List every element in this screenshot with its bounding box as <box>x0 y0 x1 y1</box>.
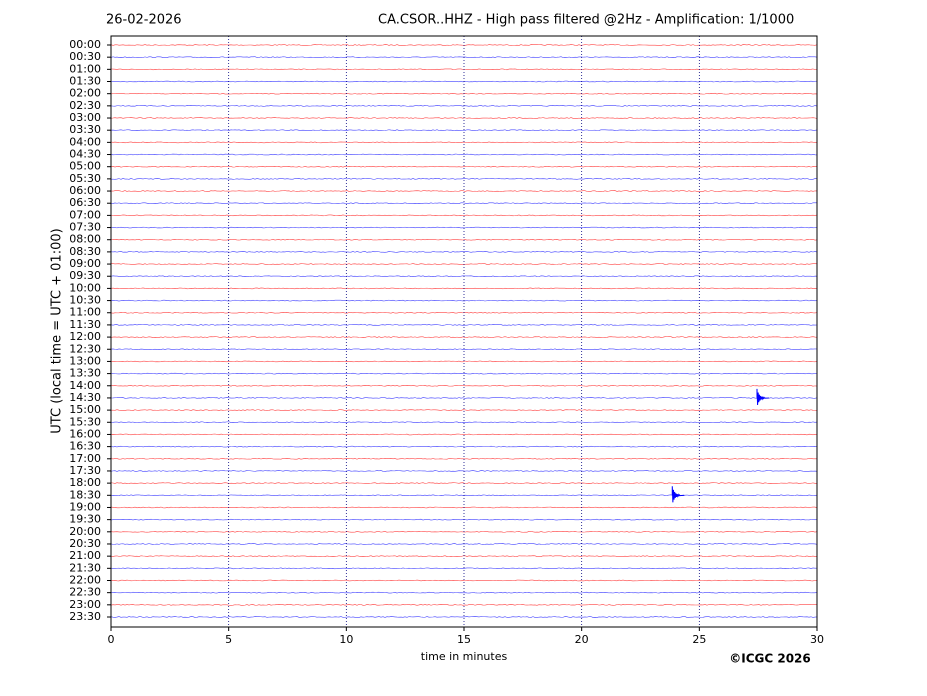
y-tick-label: 08:30 <box>69 245 101 258</box>
y-tick-label: 13:30 <box>69 367 101 380</box>
date: 26-02-2026 <box>106 13 182 28</box>
x-tick-label: 10 <box>339 633 353 646</box>
trace <box>110 129 818 131</box>
y-tick-label: 00:00 <box>69 38 101 51</box>
trace <box>110 567 818 570</box>
y-tick-label: 00:30 <box>69 50 101 63</box>
trace <box>110 214 818 217</box>
y-tick-label: 06:00 <box>69 184 101 197</box>
y-tick-label: 21:30 <box>69 561 101 574</box>
trace <box>110 421 818 424</box>
y-tick-label: 18:30 <box>69 488 101 501</box>
y-tick-label: 12:00 <box>69 330 101 343</box>
y-tick-label: 08:00 <box>69 233 101 246</box>
x-tick-label: 25 <box>692 633 706 646</box>
trace <box>110 433 818 436</box>
y-tick-label: 22:00 <box>69 573 101 586</box>
y-tick-label: 17:00 <box>69 452 101 465</box>
y-tick-label: 22:30 <box>69 586 101 599</box>
trace <box>110 385 818 387</box>
credit: ©ICGC 2026 <box>729 652 811 666</box>
y-tick-label: 09:00 <box>69 257 101 270</box>
y-tick-label: 07:30 <box>69 221 101 234</box>
y-tick-label: 15:00 <box>69 403 101 416</box>
y-tick-label: 04:00 <box>69 135 101 148</box>
y-tick-label: 21:00 <box>69 549 101 562</box>
x-tick-label: 5 <box>225 633 232 646</box>
y-tick-label: 06:30 <box>69 196 101 209</box>
y-tick-label: 09:30 <box>69 269 101 282</box>
y-tick-label: 01:30 <box>69 75 101 88</box>
trace <box>110 604 818 606</box>
y-tick-label: 12:30 <box>69 342 101 355</box>
x-tick-label: 15 <box>457 633 471 646</box>
trace <box>110 360 818 363</box>
trace <box>110 226 818 229</box>
y-tick-label: 01:00 <box>69 62 101 75</box>
y-tick-label: 07:00 <box>69 208 101 221</box>
y-tick-label: 23:30 <box>69 610 101 623</box>
y-tick-label: 13:00 <box>69 354 101 367</box>
y-tick-label: 04:30 <box>69 148 101 161</box>
trace <box>110 409 818 411</box>
trace <box>110 336 818 338</box>
y-tick-label: 03:00 <box>69 111 101 124</box>
y-tick-label: 23:00 <box>69 598 101 611</box>
trace <box>110 616 818 618</box>
trace <box>110 202 818 204</box>
y-tick-label: 02:30 <box>69 99 101 112</box>
trace <box>110 117 818 119</box>
y-tick-label: 05:30 <box>69 172 101 185</box>
y-tick-label: 16:30 <box>69 440 101 453</box>
y-axis-label: UTC (local time = UTC + 01:00) <box>50 228 65 433</box>
event <box>756 388 770 405</box>
plot-frame <box>110 35 818 628</box>
y-tick-label: 10:30 <box>69 294 101 307</box>
trace <box>110 397 818 399</box>
x-tick-label: 20 <box>575 633 589 646</box>
y-tick-label: 17:30 <box>69 464 101 477</box>
y-tick-label: 19:00 <box>69 500 101 513</box>
trace <box>110 190 818 192</box>
y-tick-label: 03:30 <box>69 123 101 136</box>
y-tick-label: 10:00 <box>69 281 101 294</box>
event <box>671 486 685 503</box>
trace <box>110 579 818 582</box>
trace <box>110 153 818 156</box>
y-tick-label: 19:30 <box>69 513 101 526</box>
y-tick-label: 05:00 <box>69 160 101 173</box>
trace <box>110 141 818 144</box>
trace <box>110 372 818 375</box>
y-tick-label: 20:30 <box>69 537 101 550</box>
trace <box>110 591 818 594</box>
chart-title: CA.CSOR..HHZ - High pass filtered @2Hz -… <box>378 13 794 28</box>
trace <box>110 238 818 241</box>
y-tick-label: 18:00 <box>69 476 101 489</box>
x-tick-label: 30 <box>810 633 824 646</box>
y-tick-label: 02:00 <box>69 87 101 100</box>
y-tick-label: 16:00 <box>69 427 101 440</box>
y-tick-label: 20:00 <box>69 525 101 538</box>
trace <box>110 165 818 168</box>
y-tick-label: 15:30 <box>69 415 101 428</box>
x-tick-label: 0 <box>108 633 115 646</box>
y-tick-label: 14:00 <box>69 379 101 392</box>
trace <box>110 445 818 448</box>
y-tick-label: 11:00 <box>69 306 101 319</box>
y-tick-label: 11:30 <box>69 318 101 331</box>
y-tick-label: 14:30 <box>69 391 101 404</box>
x-axis-label: time in minutes <box>421 650 508 663</box>
trace <box>110 178 818 180</box>
trace <box>110 470 818 472</box>
